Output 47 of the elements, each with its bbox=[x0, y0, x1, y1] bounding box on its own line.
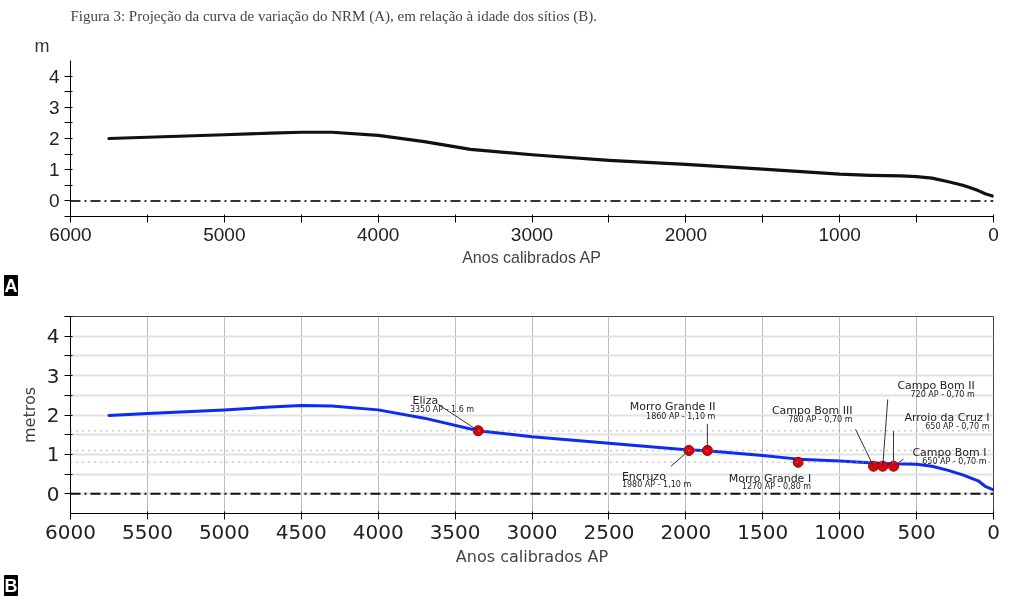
x-tick-label: 4000 bbox=[357, 223, 400, 245]
x-tick-label: 2000 bbox=[660, 519, 712, 544]
point bbox=[683, 444, 695, 456]
annotation: 3350 AP - 1.6 m bbox=[409, 405, 475, 415]
y-tick-label: 3 bbox=[48, 96, 60, 118]
y-tick-label: 1 bbox=[48, 159, 60, 181]
line-series bbox=[107, 130, 994, 198]
x-tick-label: 1000 bbox=[814, 519, 866, 544]
x-tick-label: 0 bbox=[987, 519, 1000, 544]
text: B bbox=[4, 575, 18, 596]
y-tick-label: 4 bbox=[48, 65, 60, 87]
text: A bbox=[4, 275, 18, 296]
x-tick-label: 1500 bbox=[737, 519, 789, 544]
x-tick-label: 0 bbox=[988, 223, 999, 245]
x-tick-label: 3500 bbox=[429, 519, 481, 544]
x-tick-label: 5000 bbox=[198, 519, 250, 544]
x-tick-label: 4500 bbox=[275, 519, 327, 544]
x-tick-label: 5500 bbox=[121, 519, 173, 544]
x-axis-title: Anos calibrados AP bbox=[462, 248, 601, 266]
x-tick-label: 6000 bbox=[45, 519, 96, 544]
y-tick-label: 2 bbox=[48, 128, 60, 149]
annotation: 1860 AP - 1,10 m bbox=[646, 411, 716, 421]
point bbox=[701, 444, 713, 456]
y-tick-label: 4 bbox=[46, 324, 60, 349]
x-tick-label: 4000 bbox=[352, 519, 404, 544]
x-tick-label: 6000 bbox=[49, 223, 92, 245]
y-tick-label: 1 bbox=[46, 442, 60, 467]
line-series bbox=[107, 404, 994, 492]
annotation: Morro Grande II bbox=[629, 399, 716, 413]
x-tick-label: 2000 bbox=[664, 223, 707, 245]
y-tick-label: 2 bbox=[46, 403, 60, 427]
x-axis-title: Anos calibrados AP bbox=[455, 546, 609, 566]
x-tick-label: 5000 bbox=[203, 223, 246, 245]
annotation: 650 AP - 0,70 m bbox=[925, 421, 990, 431]
annotation: 780 AP - 0,70 m bbox=[788, 414, 853, 424]
y-axis-title: metros bbox=[19, 386, 39, 444]
annotation: 720 AP - 0,70 m bbox=[910, 389, 975, 399]
y-axis-title: m bbox=[34, 35, 50, 56]
x-tick-label: 1000 bbox=[818, 223, 861, 245]
y-tick-label: 3 bbox=[46, 363, 60, 388]
chart-title: Figura 3: Projeção da curva de variação do NRM (A), em relação à idade dos sítios (B). bbox=[70, 7, 597, 25]
x-tick-label: 500 bbox=[897, 519, 936, 544]
y-tick-label: 0 bbox=[46, 481, 60, 506]
x-tick-label: 3000 bbox=[506, 519, 558, 544]
x-tick-label: 2500 bbox=[583, 519, 635, 544]
y-tick-label: 0 bbox=[48, 190, 60, 212]
x-tick-label: 3000 bbox=[510, 223, 554, 245]
